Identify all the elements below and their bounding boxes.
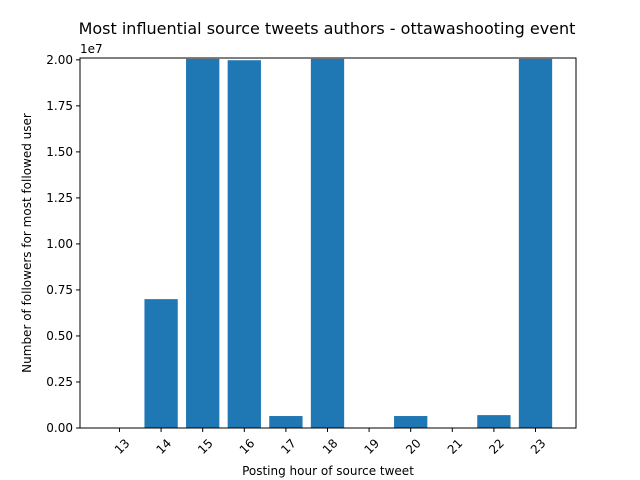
bar-hour-15 [186,58,220,429]
x-tick-label: 18 [320,436,341,457]
y-axis-ticks: 0.00 0.25 0.50 0.75 1.00 1.25 1.50 1.75 2.00 [46,53,80,435]
x-tick-label: 17 [278,436,299,457]
y-tick-label: 0.00 [46,421,73,435]
x-tick-label: 13 [112,436,133,457]
y-tick-label: 1.25 [46,191,73,205]
y-tick-label: 0.25 [46,375,73,389]
chart-title: Most influential source tweets authors -… [79,19,576,38]
x-tick-label: 23 [528,436,549,457]
y-axis-label: Number of followers for most followed us… [20,113,34,373]
x-tick-label: 15 [195,436,216,457]
bar-hour-14 [144,299,178,428]
bar-hour-23 [518,58,553,429]
plot-frame [79,57,577,429]
bar-hour-20 [394,416,428,428]
y-tick-label: 2.00 [46,53,73,67]
x-tick-label: 21 [445,436,466,457]
y-tick-label: 0.75 [46,283,73,297]
bars-group [144,58,553,429]
x-tick-label: 14 [153,436,174,457]
x-tick-label: 19 [361,436,382,457]
x-tick-label: 16 [237,436,258,457]
y-tick-label: 1.75 [46,99,73,113]
bar-hour-22 [477,415,511,428]
x-tick-label: 20 [403,436,424,457]
y-tick-label: 0.50 [46,329,73,343]
bar-hour-16 [227,60,261,429]
bar-hour-18 [310,58,345,429]
bar-hour-17 [269,416,303,428]
y-scale-offset-label: 1e7 [80,42,103,56]
x-axis-label: Posting hour of source tweet [242,464,414,478]
x-axis-ticks: 13 14 15 16 17 18 19 20 21 22 23 [112,428,549,457]
y-tick-label: 1.50 [46,145,73,159]
y-tick-label: 1.00 [46,237,73,251]
x-tick-label: 22 [486,436,507,457]
